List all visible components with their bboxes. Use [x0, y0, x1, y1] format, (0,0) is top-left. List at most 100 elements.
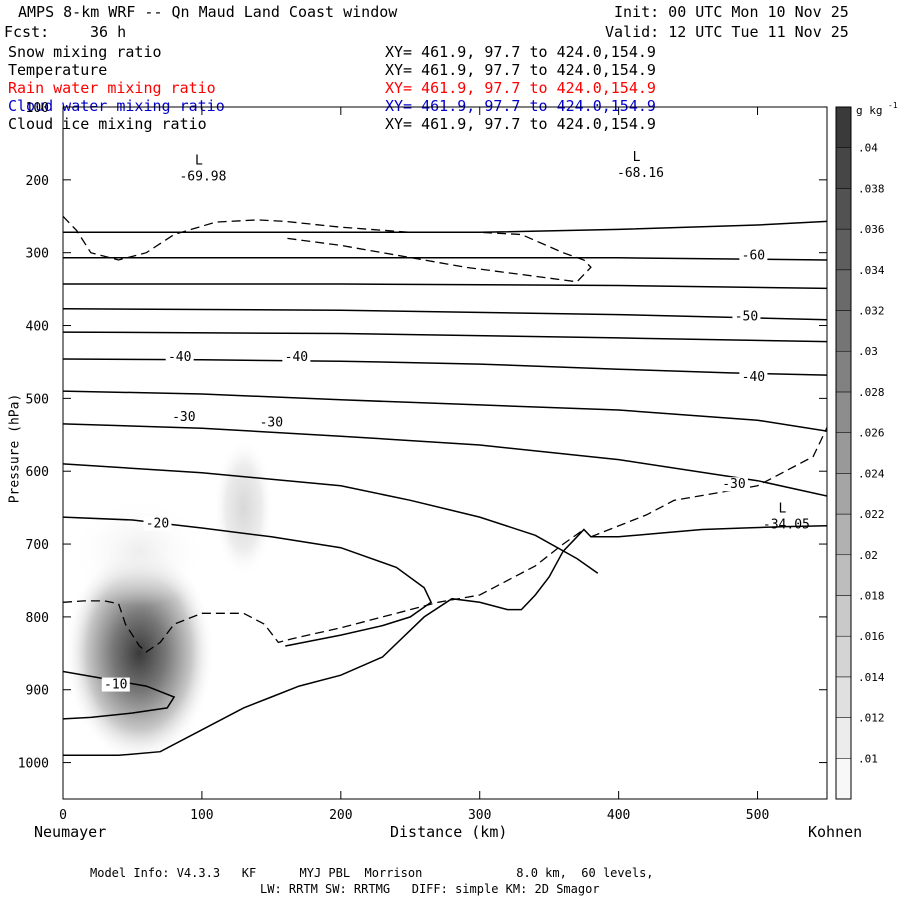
colorbar-bin [835, 188, 852, 230]
colorbar-bin [835, 473, 852, 515]
colorbar-tick-label: .02 [858, 549, 878, 562]
field-name: Cloud water mixing ratio [8, 97, 225, 115]
colorbar-bin [835, 717, 852, 759]
x-tick-label: 100 [190, 808, 213, 823]
colorbar-tick-label: .016 [858, 630, 885, 643]
isotherm-label-bg [282, 349, 311, 364]
isotherm-label: -40 [742, 370, 765, 385]
colorbar-bin [835, 554, 852, 596]
field-name: Cloud ice mixing ratio [8, 115, 207, 133]
isotherm-label: -50 [735, 310, 758, 325]
colorbar-tick-label: .012 [858, 712, 885, 725]
low-value: -69.98 [179, 170, 226, 185]
colorbar-bin [835, 676, 852, 718]
field-xy: XY= 461.9, 97.7 to 424.0,154.9 [385, 79, 656, 97]
colorbar-bin [835, 106, 852, 148]
low-marker: L [778, 502, 786, 517]
isotherm-label: -40 [285, 350, 308, 365]
colorbar-unit: g kg [856, 104, 883, 117]
colorbar-tick-label: .036 [858, 223, 885, 236]
isotherm-label: -20 [146, 517, 169, 532]
field-xy: XY= 461.9, 97.7 to 424.0,154.9 [385, 97, 656, 115]
x-left-label: Neumayer [34, 823, 107, 841]
isotherm-line [63, 423, 827, 497]
x-right-label: Kohnen [808, 823, 863, 841]
colorbar-tick-label: .03 [858, 345, 878, 358]
colorbar-bin [835, 350, 852, 393]
isotherm-label-bg [739, 248, 768, 263]
colorbar-tick-label: .038 [858, 182, 885, 195]
valid-time: Valid: 12 UTC Tue 11 Nov 25 [605, 23, 849, 41]
colorbar-bin [835, 758, 852, 800]
isotherm-label: -10 [104, 678, 127, 693]
isotherm-label: -60 [742, 249, 765, 264]
field-name: Rain water mixing ratio [8, 79, 216, 97]
colorbar-tick-label: .022 [858, 508, 885, 521]
chart-title: AMPS 8-km WRF -- Qn Maud Land Coast wind… [18, 3, 398, 21]
colorbar: .01 .012 .014 .016 .018 .02 .022 .024 .026 .028 .0… [835, 101, 898, 800]
snow-contour-upper [63, 215, 592, 283]
isotherm-line [63, 358, 827, 376]
forecast-label: Fcst: [4, 23, 50, 41]
colorbar-tick-label: .04 [858, 142, 878, 155]
x-tick-label: 400 [607, 808, 630, 823]
isotherm-label: -30 [260, 415, 283, 430]
snow-contour-east [590, 427, 827, 538]
colorbar-tick-label: .028 [858, 386, 885, 399]
y-tick-label: 800 [26, 611, 49, 626]
contour-labels: -60-50-40 -40-40-30 -30-30-20-10L-69.98L-6… [101, 150, 810, 693]
cloud-ice-core [64, 543, 215, 764]
contour-layer [63, 215, 827, 799]
x-tick-label: 0 [59, 808, 67, 823]
cloud-ice-shading [64, 437, 274, 764]
colorbar-bin [835, 269, 852, 311]
field-name: Temperature [8, 61, 108, 79]
isotherm-label-bg [101, 677, 130, 692]
colorbar-bin [835, 635, 852, 678]
isotherm-minus20 [63, 516, 433, 647]
colorbar-bin [835, 432, 852, 474]
low-marker: L [195, 154, 203, 169]
model-physics: LW: RRTM SW: RRTMG DIFF: simple KM: 2D S… [260, 882, 600, 896]
colorbar-tick-label: .034 [858, 264, 885, 277]
isotherm-label-bg [719, 477, 748, 492]
x-axis-label: Distance (km) [390, 823, 508, 841]
snow-contour-lower [63, 528, 585, 653]
isotherm-label-bg [165, 349, 194, 364]
isotherm-label: -30 [172, 410, 195, 425]
terrain-line [63, 525, 827, 757]
x-tick-label: 500 [746, 808, 769, 823]
isotherm-line [63, 463, 599, 574]
x-tick-label: 200 [329, 808, 352, 823]
low-value: -68.16 [617, 166, 664, 181]
isotherm-label-bg [257, 415, 286, 430]
colorbar-tick-label: .032 [858, 305, 885, 318]
isotherm-label-bg [143, 516, 172, 531]
isotherm-line [63, 308, 827, 321]
terrain-fill [63, 525, 827, 799]
colorbar-frame [835, 106, 852, 800]
colorbar-bin [835, 310, 852, 352]
y-tick-label: 700 [26, 538, 49, 553]
isotherm-line [63, 257, 827, 261]
y-tick-label: 1000 [18, 757, 49, 772]
colorbar-bin [835, 513, 852, 556]
colorbar-bin [835, 595, 852, 637]
forecast-hours: 36 h [90, 23, 127, 41]
colorbar-bin [835, 228, 852, 271]
y-tick-label: 900 [26, 684, 49, 699]
axes: 100 200 300 400 500 600 700 800 900 1000 0 100 200 30… [18, 101, 828, 823]
low-marker: L [633, 150, 641, 165]
colorbar-tick-label: .024 [858, 467, 885, 480]
isotherm-line [63, 283, 827, 290]
y-tick-label: 200 [26, 174, 49, 189]
colorbar-bin [835, 147, 852, 189]
field-xy: XY= 461.9, 97.7 to 424.0,154.9 [385, 43, 656, 61]
y-axis-label: Pressure (hPa) [7, 393, 23, 504]
isotherm-label-bg [732, 309, 761, 324]
colorbar-tick-label: .018 [858, 589, 885, 602]
colorbar-tick-label: .014 [858, 671, 885, 684]
y-tick-label: 400 [26, 320, 49, 335]
y-tick-label: 100 [26, 101, 49, 116]
colorbar-tick-label: .026 [858, 427, 885, 440]
